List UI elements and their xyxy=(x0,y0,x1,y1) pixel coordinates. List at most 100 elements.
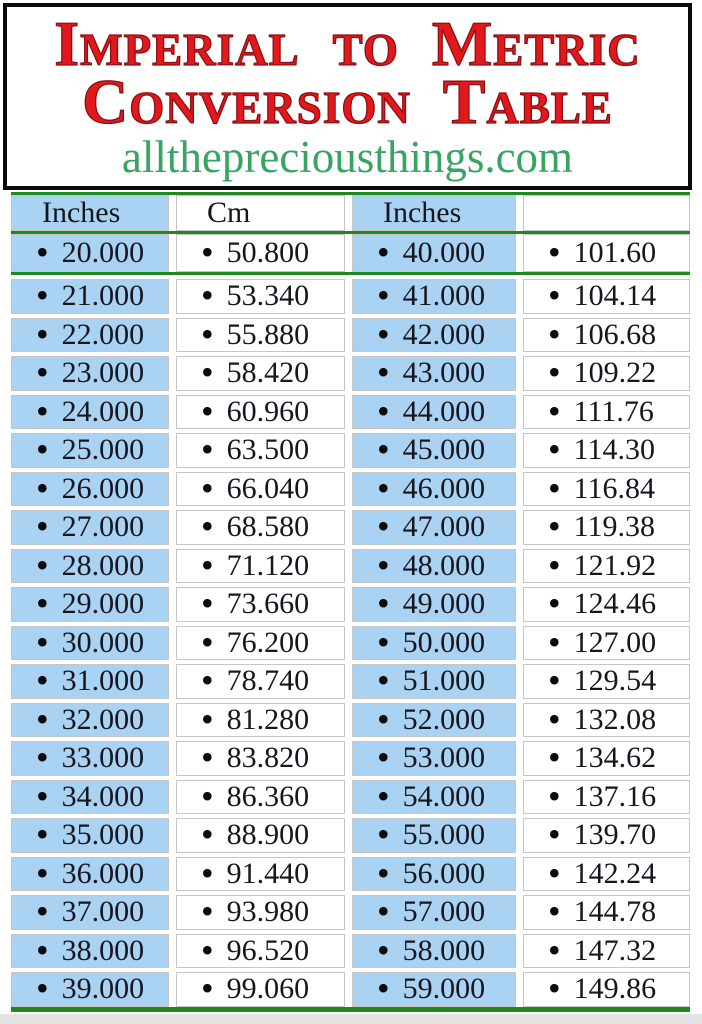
table-cell: • 121.92 xyxy=(523,548,690,583)
cm-value: 139.70 xyxy=(573,818,657,852)
inches-value: 35.000 xyxy=(61,818,145,852)
bullet-icon: • xyxy=(377,317,390,352)
inches-value: 50.000 xyxy=(402,625,486,659)
table-row: • 33.000 • 83.820 • 53.000 • 134.62 xyxy=(11,737,690,776)
table-cell: • 96.520 xyxy=(176,933,345,968)
cm-value: 83.820 xyxy=(226,741,310,775)
bullet-icon: • xyxy=(201,972,214,1007)
table-cell: • 124.46 xyxy=(523,587,690,622)
bullet-icon: • xyxy=(36,972,49,1007)
inches-value: 36.000 xyxy=(61,856,145,890)
cm-value: 96.520 xyxy=(226,933,310,967)
table-row: • 30.000 • 76.200 • 50.000 • 127.00 xyxy=(11,622,690,660)
inches-value: 27.000 xyxy=(61,510,145,544)
table-cell: • 49.000 xyxy=(352,587,516,622)
table-cell: • 41.000 xyxy=(352,279,516,314)
cm-value: 50.800 xyxy=(226,236,310,269)
table-cell: • 38.000 xyxy=(11,933,169,968)
inches-value: 20.000 xyxy=(61,236,145,269)
table-row: • 29.000 • 73.660 • 49.000 • 124.46 xyxy=(11,583,690,622)
header-inches-1: Inches xyxy=(11,195,169,231)
inches-value: 40.000 xyxy=(402,236,486,269)
bullet-icon: • xyxy=(201,510,214,545)
bullet-icon: • xyxy=(201,356,214,391)
cm-value: 60.960 xyxy=(226,394,310,428)
table-row: • 27.000 • 68.580 • 47.000 • 119.38 xyxy=(11,506,690,545)
table-cell: • 58.420 xyxy=(176,356,345,391)
table-cell: • 24.000 xyxy=(11,394,169,429)
table-cell: • 48.000 xyxy=(352,548,516,583)
cm-value: 129.54 xyxy=(573,664,657,698)
cm-value: 66.040 xyxy=(226,471,310,505)
table-cell: • 33.000 xyxy=(11,741,169,776)
conversion-table: Inches Cm Inches • 20.000 • 50.800 • 40.000 • 1… xyxy=(11,192,690,1012)
table-cell: • 137.16 xyxy=(523,779,690,814)
table-cell: • 47.000 xyxy=(352,510,516,545)
bullet-icon: • xyxy=(36,895,49,930)
title-card: Imperial to Metric Conversion Table allt… xyxy=(3,3,692,190)
page-title-line2: Conversion Table xyxy=(81,66,613,137)
inches-value: 51.000 xyxy=(402,664,486,698)
cm-value: 91.440 xyxy=(226,856,310,890)
table-cell: • 99.060 xyxy=(176,972,345,1007)
bullet-icon: • xyxy=(548,471,561,506)
cm-value: 68.580 xyxy=(226,510,310,544)
table-row: • 22.000 • 55.880 • 42.000 • 106.68 xyxy=(11,314,690,352)
bullet-icon: • xyxy=(548,702,561,737)
table-row: • 25.000 • 63.500 • 45.000 • 114.30 xyxy=(11,429,690,468)
table-cell: • 86.360 xyxy=(176,779,345,814)
inches-value: 57.000 xyxy=(402,895,486,929)
table-cell: • 22.000 xyxy=(11,317,169,352)
bullet-icon: • xyxy=(201,279,214,314)
inches-value: 42.000 xyxy=(402,317,486,351)
bullet-icon: • xyxy=(548,587,561,622)
cm-value: 147.32 xyxy=(573,933,657,967)
inches-value: 56.000 xyxy=(402,856,486,890)
bullet-icon: • xyxy=(377,895,390,930)
bullet-icon: • xyxy=(36,587,49,622)
table-row: • 35.000 • 88.900 • 55.000 • 139.70 xyxy=(11,814,690,853)
table-cell: • 68.580 xyxy=(176,510,345,545)
inches-value: 44.000 xyxy=(402,394,486,428)
bullet-icon: • xyxy=(377,356,390,391)
table-cell: • 93.980 xyxy=(176,895,345,930)
bullet-icon: • xyxy=(36,317,49,352)
bullet-icon: • xyxy=(36,856,49,891)
table-cell: • 29.000 xyxy=(11,587,169,622)
bullet-icon: • xyxy=(36,234,49,272)
cm-value: 149.86 xyxy=(573,972,657,1006)
cm-value: 81.280 xyxy=(226,702,310,736)
bullet-icon: • xyxy=(548,664,561,699)
cm-value: 124.46 xyxy=(573,587,657,621)
bullet-icon: • xyxy=(36,394,49,429)
table-cell: • 28.000 xyxy=(11,548,169,583)
bullet-icon: • xyxy=(36,279,49,314)
bullet-icon: • xyxy=(36,933,49,968)
table-row: • 38.000 • 96.520 • 58.000 • 147.32 xyxy=(11,930,690,968)
table-cell: • 101.60 xyxy=(523,234,690,272)
bullet-icon: • xyxy=(548,972,561,1007)
green-divider-bottom xyxy=(11,1006,690,1012)
header-cm-2 xyxy=(523,195,690,231)
table-cell: • 50.800 xyxy=(176,234,345,272)
table-cell: • 51.000 xyxy=(352,664,516,699)
table-cell: • 88.900 xyxy=(176,818,345,853)
inches-value: 38.000 xyxy=(61,933,145,967)
bullet-icon: • xyxy=(377,394,390,429)
cm-value: 73.660 xyxy=(226,587,310,621)
footer-strip xyxy=(0,1014,702,1024)
bullet-icon: • xyxy=(201,587,214,622)
bullet-icon: • xyxy=(377,702,390,737)
bullet-icon: • xyxy=(377,741,390,776)
cm-value: 58.420 xyxy=(226,356,310,390)
cm-value: 142.24 xyxy=(573,856,657,890)
inches-value: 46.000 xyxy=(402,471,486,505)
cm-value: 144.78 xyxy=(573,895,657,929)
inches-value: 43.000 xyxy=(402,356,486,390)
table-cell: • 78.740 xyxy=(176,664,345,699)
inches-value: 31.000 xyxy=(61,664,145,698)
table-row: • 31.000 • 78.740 • 51.000 • 129.54 xyxy=(11,660,690,699)
cm-value: 88.900 xyxy=(226,818,310,852)
bullet-icon: • xyxy=(201,234,214,272)
cm-value: 137.16 xyxy=(573,779,657,813)
